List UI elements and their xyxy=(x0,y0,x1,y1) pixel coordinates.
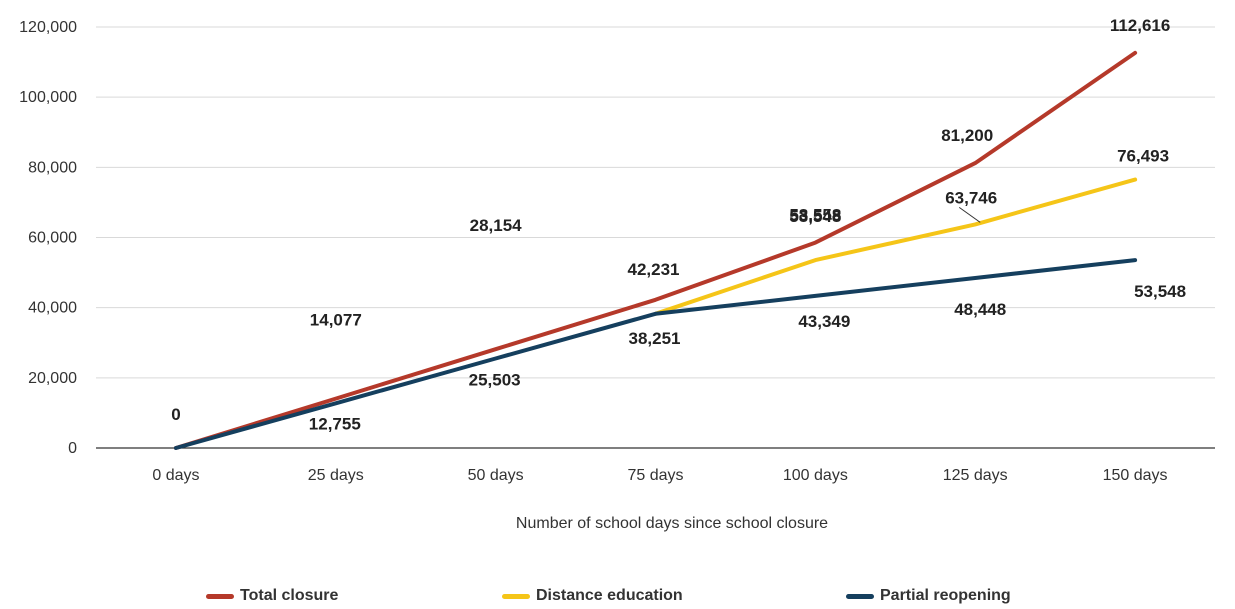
data-label-partial-reopening: 48,448 xyxy=(954,300,1006,319)
x-tick-label: 50 days xyxy=(468,467,524,484)
data-label-distance-education: 63,746 xyxy=(945,188,997,207)
data-label-total-closure: 112,616 xyxy=(1110,16,1171,35)
legend-swatch-distance-education xyxy=(502,593,530,599)
data-label-partial-reopening: 43,349 xyxy=(798,312,850,331)
data-label-partial-reopening: 53,548 xyxy=(1134,282,1186,301)
legend-label-distance-education: Distance education xyxy=(536,587,683,604)
y-tick-label: 60,000 xyxy=(28,230,77,247)
data-label-partial-reopening: 38,251 xyxy=(629,329,681,348)
gridlines xyxy=(96,26,1215,449)
y-tick-label: 80,000 xyxy=(28,159,77,176)
data-label-total-closure: 58,558 xyxy=(789,206,841,225)
legend-label-total-closure: Total closure xyxy=(240,587,339,604)
y-axis-tick-labels: 0 20,000 40,000 60,000 80,000 100,000 120,000 xyxy=(19,19,77,457)
y-tick-label: 100,000 xyxy=(19,89,77,106)
x-axis-tick-labels: 0 days 25 days 50 days 75 days 100 days 125 d… xyxy=(152,467,1167,484)
series-line-total-closure xyxy=(173,50,1138,450)
x-tick-label: 150 days xyxy=(1103,467,1168,484)
x-tick-label: 75 days xyxy=(627,467,683,484)
x-tick-label: 100 days xyxy=(783,467,848,484)
x-axis-title: Number of school days since school closu… xyxy=(516,515,828,532)
label-leader-line xyxy=(958,206,981,223)
data-label-total-closure: 14,077 xyxy=(310,311,362,330)
y-tick-label: 0 xyxy=(68,440,77,457)
legend-label-partial-reopening: Partial reopening xyxy=(880,587,1011,604)
y-tick-label: 40,000 xyxy=(28,300,77,317)
series-lines xyxy=(173,50,1138,450)
legend-item-partial-reopening: Partial reopening xyxy=(846,585,1011,607)
data-label-total-closure: 0 xyxy=(171,405,180,424)
data-label-total-closure: 28,154 xyxy=(470,216,523,235)
series-line-distance-education xyxy=(653,177,1138,316)
x-tick-label: 0 days xyxy=(152,467,199,484)
data-labels: 0 14,077 28,154 42,231 58,558 81,200 112,616 53… xyxy=(171,16,1186,433)
data-label-partial-reopening: 12,755 xyxy=(309,414,361,433)
data-label-distance-education: 76,493 xyxy=(1117,147,1169,166)
data-label-total-closure: 81,200 xyxy=(941,126,993,145)
legend-item-total-closure: Total closure xyxy=(206,585,338,607)
y-tick-label: 120,000 xyxy=(19,19,77,36)
data-label-distance-education: 53,548 xyxy=(789,207,841,226)
x-tick-label: 25 days xyxy=(308,467,364,484)
y-tick-label: 20,000 xyxy=(28,370,77,387)
x-tick-label: 125 days xyxy=(943,467,1008,484)
data-label-total-closure: 42,231 xyxy=(628,260,680,279)
legend: Total closure Distance education Partial… xyxy=(0,585,1235,607)
legend-swatch-total-closure xyxy=(206,593,234,599)
series-line-partial-reopening xyxy=(173,258,1138,450)
legend-swatch-partial-reopening xyxy=(846,593,874,599)
legend-item-distance-education: Distance education xyxy=(502,585,683,607)
data-label-partial-reopening: 25,503 xyxy=(469,371,521,390)
